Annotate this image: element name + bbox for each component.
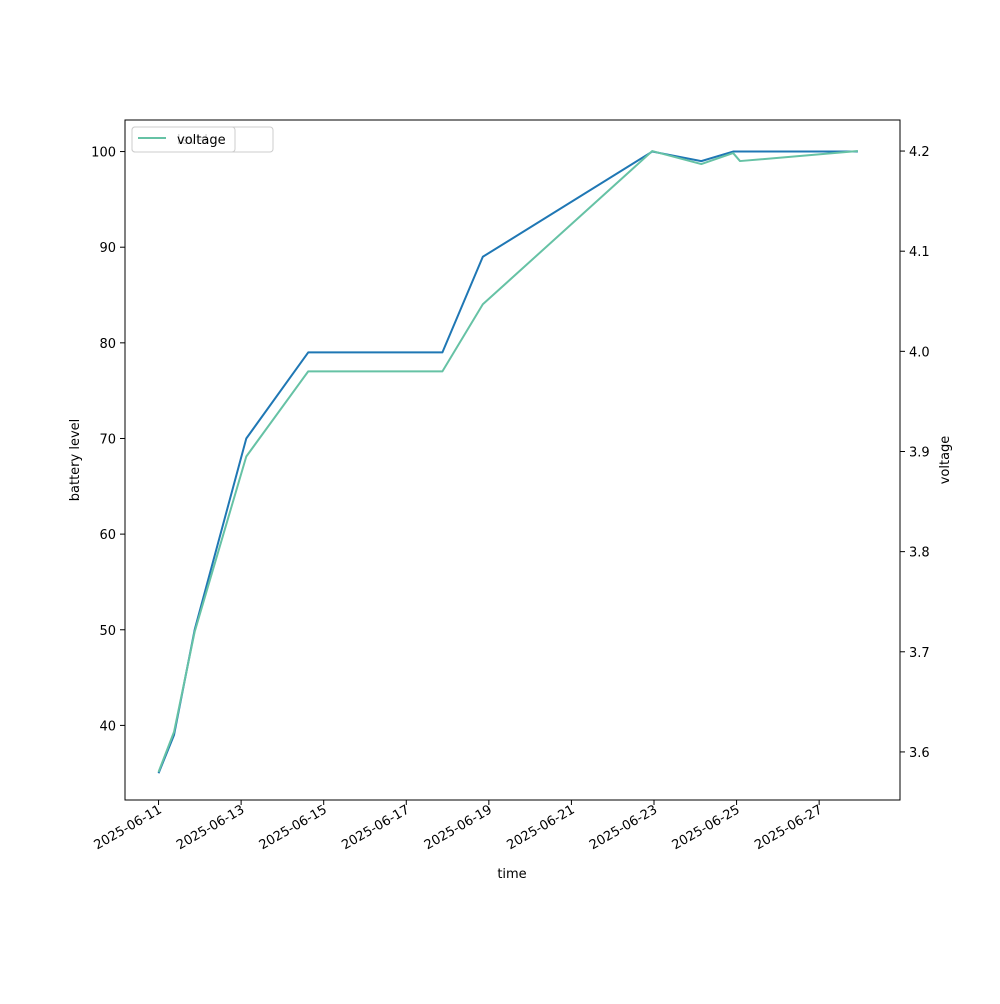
y-tick-label: 90 <box>99 241 116 256</box>
y-tick-label: 80 <box>99 337 116 352</box>
y-axis-ticks: 40 50 60 70 80 90 100 <box>91 146 125 734</box>
y2-tick-label: 4.1 <box>909 245 930 260</box>
series-layer <box>157 150 858 774</box>
y2-axis-ticks: 3.6 3.7 3.8 3.9 4.0 4.1 4.2 <box>900 145 930 761</box>
y-tick-label: 40 <box>99 719 116 734</box>
y-tick-label: 60 <box>99 528 116 543</box>
y2-tick-label: 3.7 <box>909 646 930 661</box>
y2-tick-label: 3.6 <box>909 746 930 761</box>
plot-frame <box>124 119 901 801</box>
legend-label-voltage: voltage <box>177 133 226 148</box>
y2-tick-label: 3.8 <box>909 546 930 561</box>
y2-tick-label: 3.9 <box>909 445 930 460</box>
y2-axis-label: voltage <box>938 436 953 485</box>
y-axis-label: battery level <box>68 419 83 502</box>
y2-tick-label: 4.2 <box>909 145 930 160</box>
y2-tick-label: 4.0 <box>909 345 930 360</box>
series-line-voltage <box>157 150 858 773</box>
y-tick-label: 70 <box>99 432 116 447</box>
y-tick-label: 100 <box>91 146 116 161</box>
y-tick-label: 50 <box>99 624 116 639</box>
x-axis-label: time <box>497 867 526 882</box>
legend-box-voltage <box>131 126 236 153</box>
